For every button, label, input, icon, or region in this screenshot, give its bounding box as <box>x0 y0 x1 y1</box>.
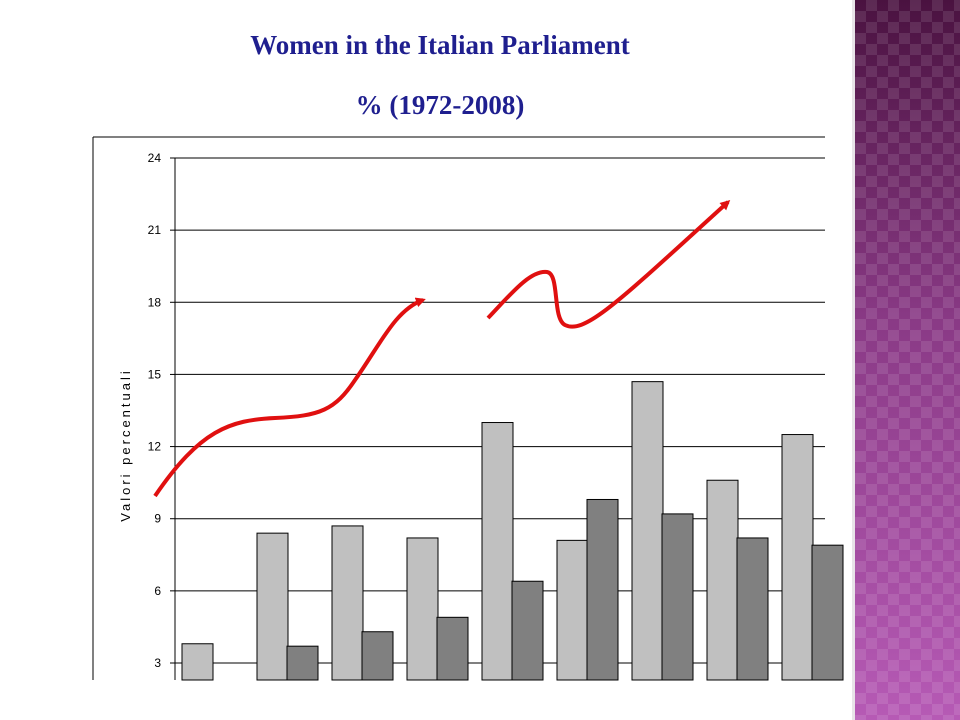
y-tick-label: 6 <box>154 584 161 598</box>
bar <box>811 544 844 681</box>
y-tick-label: 3 <box>154 656 161 670</box>
bar <box>736 537 769 681</box>
y-tick-label: 15 <box>148 367 162 381</box>
chart-frame <box>92 136 825 680</box>
bar <box>406 537 439 681</box>
bar <box>661 513 694 681</box>
y-tick-label: 9 <box>154 512 161 526</box>
bar <box>511 580 544 681</box>
y-tick-label: 12 <box>148 440 162 454</box>
bar <box>706 479 739 681</box>
bars <box>181 381 844 681</box>
y-tick-label: 24 <box>148 151 162 165</box>
bar <box>631 381 664 681</box>
bar <box>586 498 619 681</box>
y-axis-label: Valori percentuali <box>118 368 133 521</box>
bar <box>286 645 319 681</box>
trend-arrow-2 <box>486 199 731 329</box>
trend-arrows <box>153 199 731 498</box>
chart: 3 6 9 12 15 18 21 24 Valori percentuali <box>92 136 844 681</box>
bar <box>436 616 469 681</box>
side-panel-edge <box>852 0 856 720</box>
bar <box>331 525 364 681</box>
bar <box>361 631 394 681</box>
decorative-side-panel <box>855 0 960 720</box>
trend-arrow-1 <box>153 297 426 498</box>
bar <box>181 643 214 681</box>
slide-title: Women in the Italian Parliament <box>250 30 630 60</box>
bar <box>256 532 289 681</box>
y-tick-label: 21 <box>148 223 162 237</box>
bar <box>481 422 514 681</box>
y-tick-label: 18 <box>148 295 162 309</box>
bar <box>556 539 589 681</box>
bar <box>781 434 814 681</box>
y-axis-ticks: 3 6 9 12 15 18 21 24 <box>148 151 175 670</box>
slide-subtitle: % (1972-2008) <box>355 90 525 120</box>
